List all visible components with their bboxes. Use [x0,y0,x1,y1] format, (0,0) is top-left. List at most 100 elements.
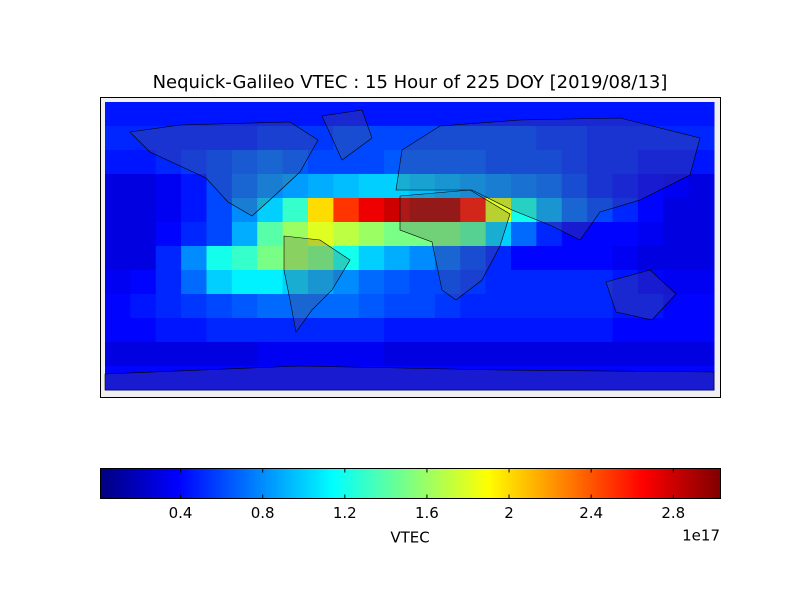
heatmap-cell [181,342,207,367]
heatmap-cell [231,366,258,391]
heatmap-cell [561,294,588,319]
heatmap-cell [511,318,537,343]
heatmap-cell [181,246,207,271]
eurasia [395,117,701,241]
heatmap-cell [688,318,715,343]
heatmap-cell [105,366,131,391]
heatmap-cell [587,150,613,175]
heatmap-cell [308,174,334,199]
heatmap-cell [231,102,258,127]
heatmap-cell [308,318,334,343]
heatmap-cell [485,150,512,175]
heatmap-cell [688,222,715,247]
heatmap-cell [130,222,157,247]
heatmap-cell [637,150,664,175]
heatmap-cell [637,294,664,319]
heatmap-cell [511,150,537,175]
heatmap-cell [612,174,639,199]
colorbar-offset: 1e17 [682,527,720,545]
colorbar-tick-label: 2 [504,504,514,522]
heatmap-cell [333,366,360,391]
heatmap-cell [384,294,410,319]
heatmap-cell [460,366,487,391]
heatmap-cell [206,294,233,319]
heatmap-cell [308,126,334,151]
heatmap-cell [637,198,664,223]
heatmap-cell [333,102,360,127]
colorbar-tick-label: 1.6 [415,504,439,522]
heatmap-cell [155,174,182,199]
heatmap-cell [384,318,410,343]
heatmap-cell [105,246,131,271]
heatmap-cell [181,150,207,175]
heatmap-cell [358,222,385,247]
north-america [129,121,319,217]
colorbar-tick-label: 0.8 [251,504,275,522]
heatmap-cell [130,150,157,175]
heatmap-cell [206,246,233,271]
heatmap-cell [257,366,284,391]
heatmap-cell [663,102,690,127]
heatmap-cell [308,198,334,223]
heatmap-cell [308,342,334,367]
heatmap-cell [358,342,385,367]
heatmap-cell [282,342,309,367]
africa [399,189,511,301]
heatmap-cell [105,174,131,199]
heatmap-cell [511,102,537,127]
heatmap-cell [409,342,436,367]
heatmap-cell [561,150,588,175]
heatmap-cell [358,270,385,295]
heatmap-cell [460,222,487,247]
heatmap-cell [409,102,436,127]
heatmap-cell [434,294,461,319]
heatmap-cell [257,198,284,223]
heatmap-cell [663,366,690,391]
heatmap-cell [536,102,563,127]
heatmap-cell [688,102,715,127]
south-america [283,235,351,333]
heatmap-cell [231,150,258,175]
heatmap-cell [561,246,588,271]
heatmap-cell [536,150,563,175]
heatmap-cell [282,294,309,319]
heatmap-cell [308,102,334,127]
heatmap-cell [460,246,487,271]
heatmap-cell [206,174,233,199]
heatmap-cell [485,222,512,247]
heatmap-cell [333,150,360,175]
heatmap-cell [358,198,385,223]
heatmap-cell [409,198,436,223]
heatmap-cell [384,150,410,175]
heatmap-cell [637,102,664,127]
heatmap-cell [637,270,664,295]
heatmap-cell [206,222,233,247]
heatmap-cell [485,270,512,295]
heatmap-cell [485,126,512,151]
heatmap-cell [257,342,284,367]
heatmap-cell [536,174,563,199]
heatmap-cell [231,270,258,295]
heatmap-cell [181,318,207,343]
heatmap-cell [663,270,690,295]
heatmap-cell [536,222,563,247]
heatmap-cell [105,294,131,319]
heatmap-cell [409,294,436,319]
heatmap-cell [409,174,436,199]
heatmap-cell [511,342,537,367]
heatmap-cell [587,198,613,223]
heatmap-cell [561,318,588,343]
heatmap-cell [155,246,182,271]
heatmap-cell [688,246,715,271]
heatmap-cell [561,366,588,391]
heatmap-cell [257,222,284,247]
heatmap-cell [434,126,461,151]
heatmap-cell [663,198,690,223]
heatmap-cell [384,366,410,391]
heatmap-cell [206,126,233,151]
heatmap-cell [384,342,410,367]
heatmap-cell [587,126,613,151]
heatmap-cell [105,342,131,367]
